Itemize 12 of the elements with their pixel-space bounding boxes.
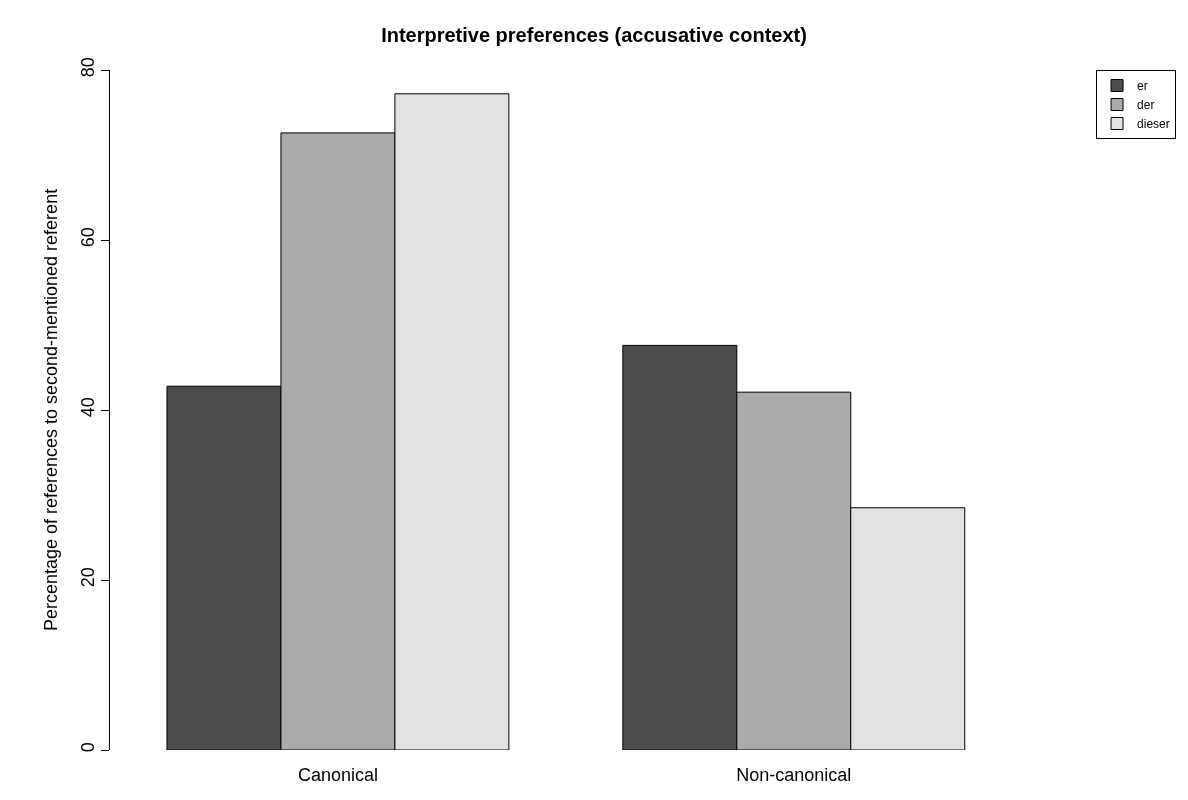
x-tick-label: Canonical xyxy=(297,765,378,785)
y-tick-label: 0 xyxy=(77,742,98,753)
legend-label: er xyxy=(1137,79,1148,94)
y-axis-title: Percentage of references to second-mentioned referent xyxy=(41,188,61,632)
legend-label: der xyxy=(1137,98,1155,113)
legend-label: dieser xyxy=(1137,117,1170,132)
y-tick-label: 40 xyxy=(77,397,98,418)
y-tick-label: 60 xyxy=(77,227,98,248)
chart-title: Interpretive preferences (accusative context) xyxy=(381,24,807,46)
y-tick-label: 80 xyxy=(77,57,98,78)
y-tick-label: 20 xyxy=(77,567,98,588)
x-tick-label: Non-canonical xyxy=(736,765,852,785)
